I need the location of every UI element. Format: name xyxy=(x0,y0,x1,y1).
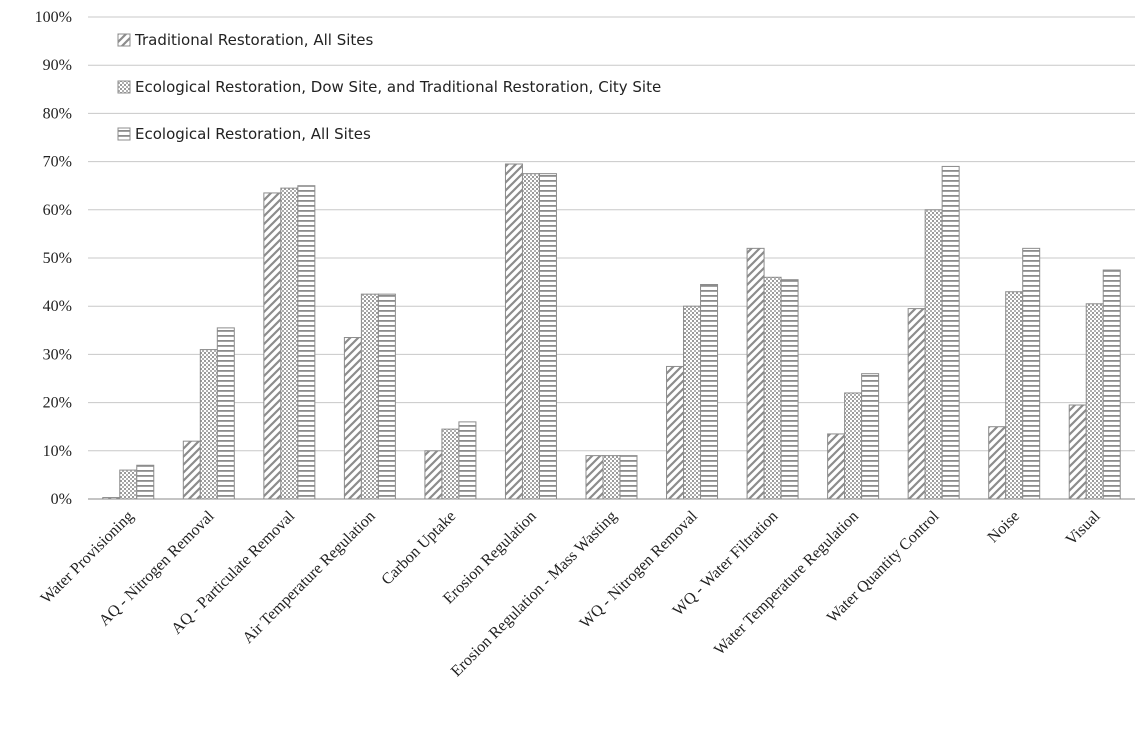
legend-label: Ecological Restoration, All Sites xyxy=(135,125,371,143)
bar-horizontal xyxy=(861,373,880,500)
y-tick-label: 10% xyxy=(43,443,72,460)
bar-diagonal xyxy=(424,450,443,500)
bar-diagonal xyxy=(907,308,926,500)
bar-dots xyxy=(844,392,863,500)
bar-horizontal xyxy=(941,165,960,500)
legend-label: Ecological Restoration, Dow Site, and Tr… xyxy=(135,78,661,96)
y-tick-label: 30% xyxy=(43,346,72,363)
bar-horizontal xyxy=(700,284,719,500)
bar-dots xyxy=(360,293,379,500)
bar-dots xyxy=(683,305,702,500)
bars xyxy=(102,163,1121,500)
bar-horizontal xyxy=(216,327,235,500)
bar-dots xyxy=(199,349,218,500)
x-tick-label: Visual xyxy=(1063,507,1104,548)
bar-dots xyxy=(1085,303,1104,500)
bar-horizontal xyxy=(1022,247,1041,500)
y-tick-label: 80% xyxy=(43,105,72,122)
bar-dots xyxy=(441,428,460,500)
bar-diagonal xyxy=(585,455,604,500)
x-tick-label: Carbon Uptake xyxy=(378,508,459,589)
bar-dots xyxy=(763,276,782,500)
y-tick-label: 90% xyxy=(43,57,72,74)
bar-diagonal xyxy=(1068,404,1087,500)
y-tick-label: 0% xyxy=(51,491,72,508)
legend-label: Traditional Restoration, All Sites xyxy=(134,31,374,49)
bar-horizontal xyxy=(297,185,316,500)
bar-horizontal xyxy=(458,421,477,500)
bar-horizontal xyxy=(136,464,155,500)
bar-horizontal xyxy=(377,293,396,500)
y-tick-label: 60% xyxy=(43,202,72,219)
x-tick-label: Noise xyxy=(985,508,1023,546)
bar-dots xyxy=(521,173,540,500)
bar-horizontal xyxy=(619,455,638,500)
bar-dots xyxy=(924,209,943,500)
bar-dots xyxy=(602,455,621,500)
bar-diagonal xyxy=(746,247,765,500)
y-tick-label: 20% xyxy=(43,395,72,412)
y-tick-label: 40% xyxy=(43,298,72,315)
bar-horizontal xyxy=(780,279,799,500)
bar-diagonal xyxy=(343,337,362,500)
bar-diagonal xyxy=(827,433,846,500)
legend-swatch-dots xyxy=(117,80,131,94)
bar-dots xyxy=(280,187,299,500)
bar-diagonal xyxy=(182,440,201,500)
legend-swatch-diagonal xyxy=(117,33,131,47)
bar-horizontal xyxy=(538,173,557,500)
bar-horizontal xyxy=(1102,269,1121,500)
bar-dots xyxy=(1005,291,1024,500)
bar-diagonal xyxy=(666,365,685,500)
bar-diagonal xyxy=(263,192,282,500)
x-tick-label: Air Temperature Regulation xyxy=(240,508,379,647)
legend-swatch-horizontal xyxy=(117,127,131,141)
y-tick-label: 70% xyxy=(43,154,72,171)
bar-dots xyxy=(119,469,138,500)
bar-diagonal xyxy=(988,426,1007,500)
y-axis-ticks: 0% 10% 20% 30% 40% 50% 60% 70% 80% 90% 100% xyxy=(35,9,72,508)
gridlines xyxy=(88,16,1135,452)
x-tick-label: Water Temperature Regulation xyxy=(711,508,862,659)
legend: Traditional Restoration, All Sites Ecolog… xyxy=(117,31,661,143)
bar-diagonal xyxy=(504,163,523,500)
x-tick-label: Erosion Regulation - Mass Wasting xyxy=(448,508,620,680)
y-tick-label: 50% xyxy=(43,250,72,267)
y-tick-label: 100% xyxy=(35,9,72,26)
